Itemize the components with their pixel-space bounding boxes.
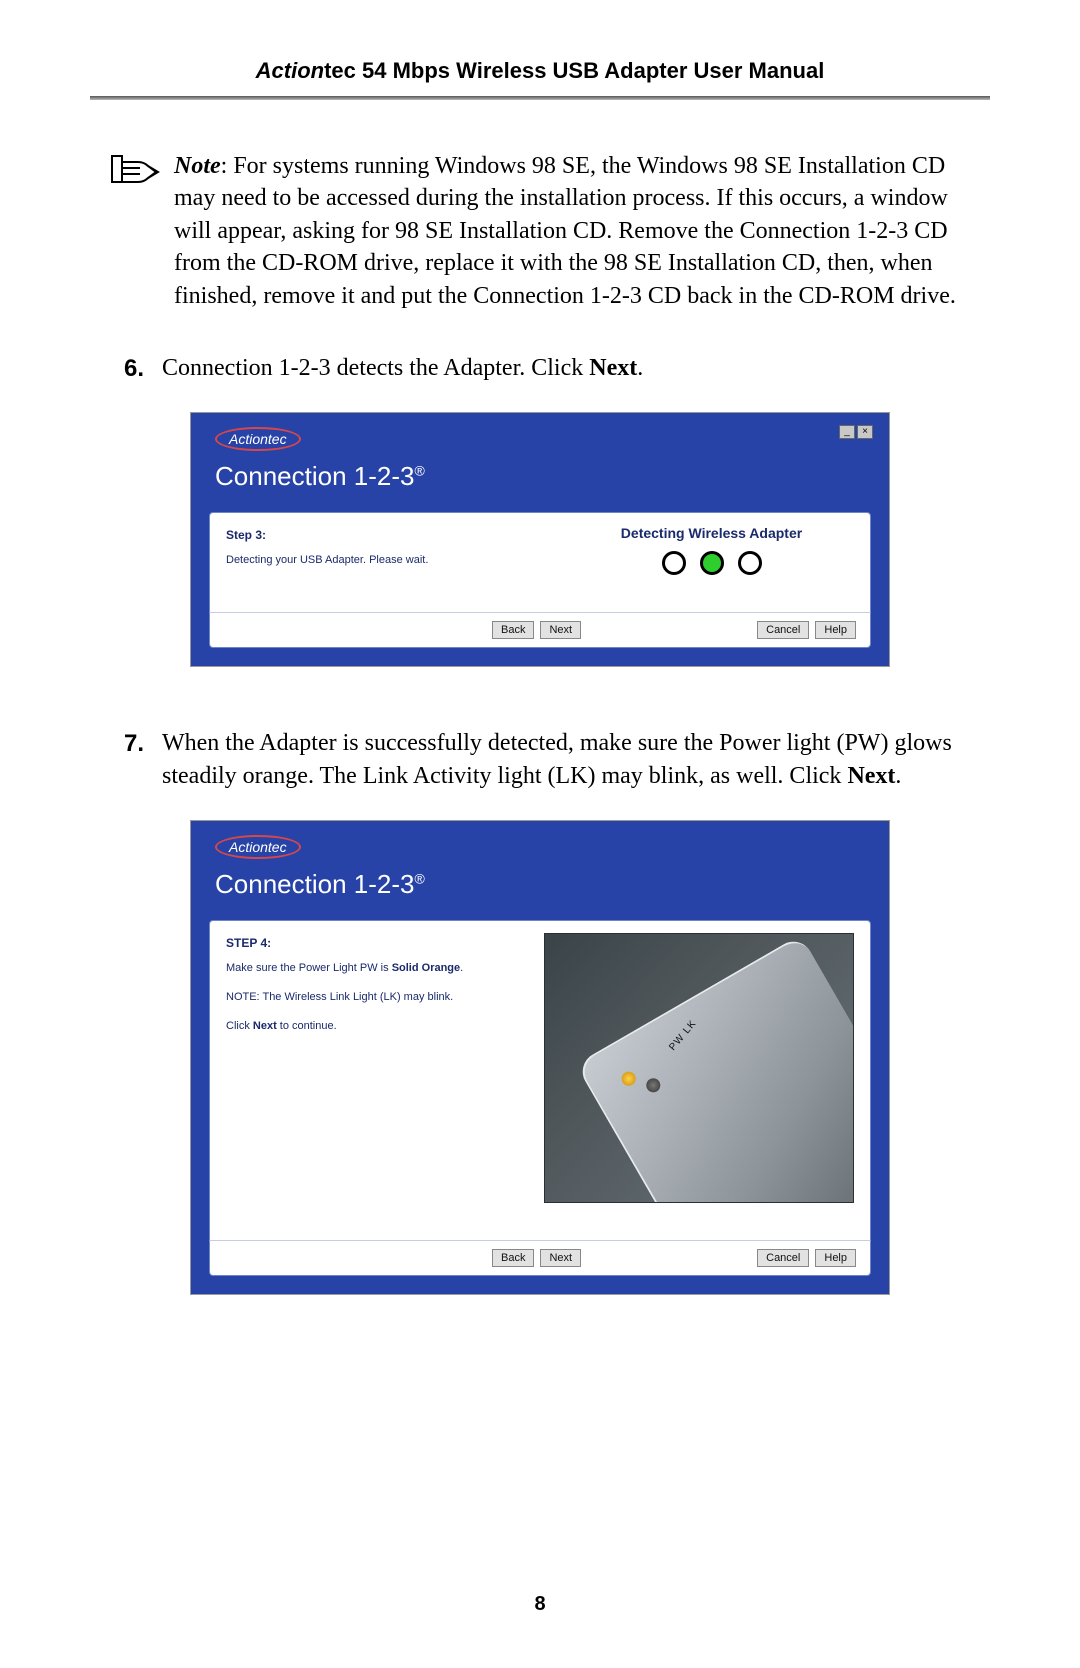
dialog-step3: _ × Actiontec Connection 1-2-3® Step 3: … (190, 412, 890, 667)
dialog1-step-label: Step 3: (226, 525, 553, 545)
note-label: Note (174, 153, 221, 179)
header-brand-italic: Action (256, 58, 324, 83)
dialog1-step-text: Detecting your USB Adapter. Please wait. (226, 551, 553, 570)
window-controls: _ × (839, 425, 873, 439)
next-button[interactable]: Next (540, 1249, 581, 1267)
help-button[interactable]: Help (815, 1249, 856, 1267)
dialog1-title-suffix: ® (414, 462, 424, 478)
dialog1-title: Connection 1-2-3® (215, 461, 869, 492)
step-6-bold: Next (589, 355, 637, 381)
dialog2-title-text: Connection 1-2-3 (215, 869, 414, 899)
dialog2-line3-bold: Next (253, 1020, 277, 1032)
dialog-step4: Actiontec Connection 1-2-3® STEP 4: Make… (190, 820, 890, 1295)
close-button[interactable]: × (857, 425, 873, 439)
step-7-body: When the Adapter is successfully detecte… (162, 727, 970, 794)
step-7-text-c: . (895, 763, 901, 789)
page-number: 8 (0, 1593, 1080, 1616)
progress-dot-1 (662, 551, 686, 575)
dialog1-right-buttons: Cancel Help (757, 621, 856, 639)
step-7: 7. When the Adapter is successfully dete… (110, 727, 970, 794)
dialog2-left-buttons: Back Next (492, 1249, 581, 1267)
dialog2-line3-c: to continue. (277, 1020, 337, 1032)
dialog2-right-buttons: Cancel Help (757, 1249, 856, 1267)
step-7-text-a: When the Adapter is successfully detecte… (162, 730, 952, 790)
dialog2-line1-a: Make sure the Power Light PW is (226, 962, 392, 974)
dialog1-left-buttons: Back Next (492, 621, 581, 639)
progress-dot-2 (700, 551, 724, 575)
step-6-text-a: Connection 1-2-3 detects the Adapter. Cl… (162, 355, 589, 381)
help-button[interactable]: Help (815, 621, 856, 639)
step-7-number: 7. (110, 727, 144, 794)
next-button[interactable]: Next (540, 621, 581, 639)
cancel-button[interactable]: Cancel (757, 621, 809, 639)
dialog2-line2: NOTE: The Wireless Link Light (LK) may b… (226, 988, 528, 1007)
dialog2-right: PW LK (544, 933, 854, 1228)
dialog1-right: Detecting Wireless Adapter (569, 525, 854, 600)
dialog2-line1-c: . (460, 962, 463, 974)
dialog2-line3: Click Next to continue. (226, 1017, 528, 1036)
dialog2-footer: Back Next Cancel Help (209, 1240, 871, 1276)
dialog2-title: Connection 1-2-3® (215, 869, 869, 900)
cancel-button[interactable]: Cancel (757, 1249, 809, 1267)
brand-logo: Actiontec (215, 835, 301, 859)
detect-label: Detecting Wireless Adapter (569, 525, 854, 541)
step-6-text-c: . (637, 355, 643, 381)
dialog2-title-suffix: ® (414, 870, 424, 886)
page-header: Actiontec 54 Mbps Wireless USB Adapter U… (0, 0, 1080, 84)
adapter-device-shape (575, 934, 854, 1203)
dialog1-title-text: Connection 1-2-3 (215, 461, 414, 491)
dialog2-line1-bold: Solid Orange (392, 962, 460, 974)
adapter-photo: PW LK (544, 933, 854, 1203)
dialog1-header: _ × Actiontec Connection 1-2-3® (191, 413, 889, 512)
step-6-body: Connection 1-2-3 detects the Adapter. Cl… (162, 352, 970, 386)
step-7-bold: Next (847, 763, 895, 789)
minimize-button[interactable]: _ (839, 425, 855, 439)
step-6: 6. Connection 1-2-3 detects the Adapter.… (110, 352, 970, 386)
brand-logo: Actiontec (215, 427, 301, 451)
step-6-number: 6. (110, 352, 144, 386)
back-button[interactable]: Back (492, 621, 534, 639)
header-title-rest: tec 54 Mbps Wireless USB Adapter User Ma… (324, 58, 824, 83)
dialog1-footer: Back Next Cancel Help (209, 612, 871, 648)
dialog2-left: STEP 4: Make sure the Power Light PW is … (226, 933, 528, 1228)
progress-dot-3 (738, 551, 762, 575)
back-button[interactable]: Back (492, 1249, 534, 1267)
dialog2-line1: Make sure the Power Light PW is Solid Or… (226, 959, 528, 978)
progress-dots (569, 551, 854, 575)
note-text: Note: For systems running Windows 98 SE,… (174, 150, 970, 312)
dialog1-left: Step 3: Detecting your USB Adapter. Plea… (226, 525, 553, 600)
note-block: Note: For systems running Windows 98 SE,… (110, 150, 970, 312)
dialog1-body: Step 3: Detecting your USB Adapter. Plea… (209, 512, 871, 612)
pointing-hand-icon (110, 150, 160, 312)
dialog2-body: STEP 4: Make sure the Power Light PW is … (209, 920, 871, 1240)
dialog2-line3-a: Click (226, 1020, 253, 1032)
dialog2-step-label: STEP 4: (226, 933, 528, 953)
dialog2-header: Actiontec Connection 1-2-3® (191, 821, 889, 920)
note-body: : For systems running Windows 98 SE, the… (174, 153, 956, 309)
